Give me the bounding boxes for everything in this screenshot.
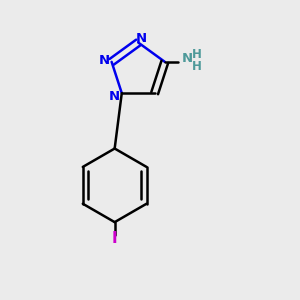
Text: N: N	[181, 52, 193, 65]
Text: H: H	[192, 60, 202, 73]
Text: H: H	[192, 48, 202, 61]
Text: N: N	[109, 90, 120, 103]
Text: N: N	[136, 32, 147, 45]
Text: I: I	[112, 231, 118, 246]
Text: N: N	[99, 54, 110, 67]
